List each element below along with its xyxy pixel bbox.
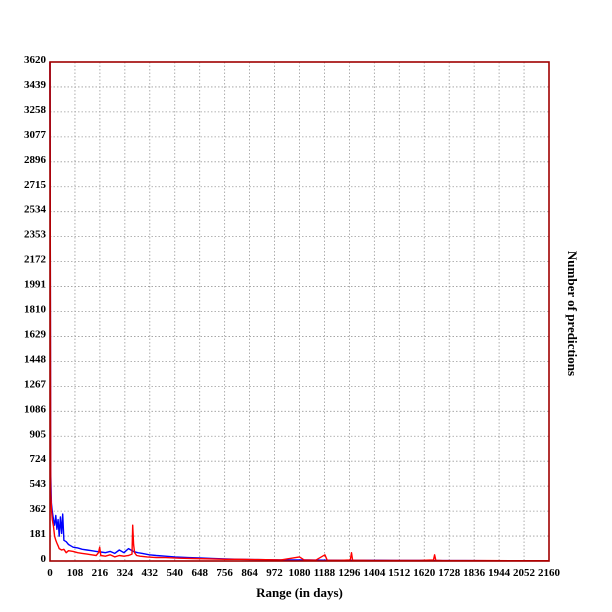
x-tick-label: 756 <box>216 567 233 579</box>
x-tick-label: 1188 <box>314 567 336 579</box>
y-tick-label: 2715 <box>24 179 47 191</box>
x-tick-label: 1728 <box>438 567 461 579</box>
plot-frame <box>49 61 550 562</box>
x-tick-label: 2052 <box>513 567 536 579</box>
x-tick-label: 1404 <box>363 567 386 579</box>
y-tick-label: 2534 <box>24 204 47 216</box>
y-tick-label: 905 <box>30 428 47 440</box>
x-tick-label: 1512 <box>388 567 411 579</box>
x-tick-label: 648 <box>191 567 208 579</box>
y-tick-label: 1448 <box>24 353 47 365</box>
x-tick-label: 1620 <box>413 567 436 579</box>
y-tick-label: 1810 <box>24 304 47 316</box>
x-tick-label: 2160 <box>538 567 561 579</box>
y-tick-label: 181 <box>30 528 47 540</box>
x-tick-label: 864 <box>241 567 258 579</box>
x-tick-label: 1944 <box>488 567 511 579</box>
y-tick-label: 2896 <box>24 154 47 166</box>
y-tick-label: 1086 <box>24 403 47 415</box>
y-tick-label: 0 <box>41 553 47 565</box>
grid <box>49 61 550 562</box>
y-tick-label: 3620 <box>24 54 47 66</box>
y-tick-label: 1629 <box>24 328 47 340</box>
y-tick-label: 1267 <box>24 378 47 390</box>
x-axis-title: Range (in days) <box>256 585 343 600</box>
x-tick-label: 1296 <box>338 567 361 579</box>
x-tick-label: 1836 <box>463 567 486 579</box>
x-tick-label: 972 <box>266 567 283 579</box>
y-axis-title: Number of predictions <box>565 251 580 376</box>
x-tick-label: 324 <box>117 567 134 579</box>
x-tick-label: 108 <box>67 567 84 579</box>
y-tick-label: 724 <box>30 453 47 465</box>
y-tick-labels: 0 181 362 543 724 905 1086 1267 1448 1629 1810 1991… <box>24 54 47 565</box>
y-tick-label: 3258 <box>24 104 47 116</box>
x-tick-labels: 0 108 216 324 432 540 648 756 864 972 1080 1188 1296… <box>47 567 560 579</box>
y-tick-label: 3439 <box>24 79 47 91</box>
x-tick-label: 432 <box>142 567 159 579</box>
y-tick-label: 543 <box>30 478 47 490</box>
x-tick-label: 1080 <box>289 567 312 579</box>
x-tick-label: 0 <box>47 567 53 579</box>
y-tick-label: 2353 <box>24 229 47 241</box>
y-tick-label: 1991 <box>24 279 46 291</box>
y-tick-label: 2172 <box>24 254 47 266</box>
x-tick-label: 216 <box>92 567 109 579</box>
y-tick-label: 362 <box>30 503 47 515</box>
y-tick-label: 3077 <box>24 129 47 141</box>
x-tick-label: 540 <box>167 567 184 579</box>
